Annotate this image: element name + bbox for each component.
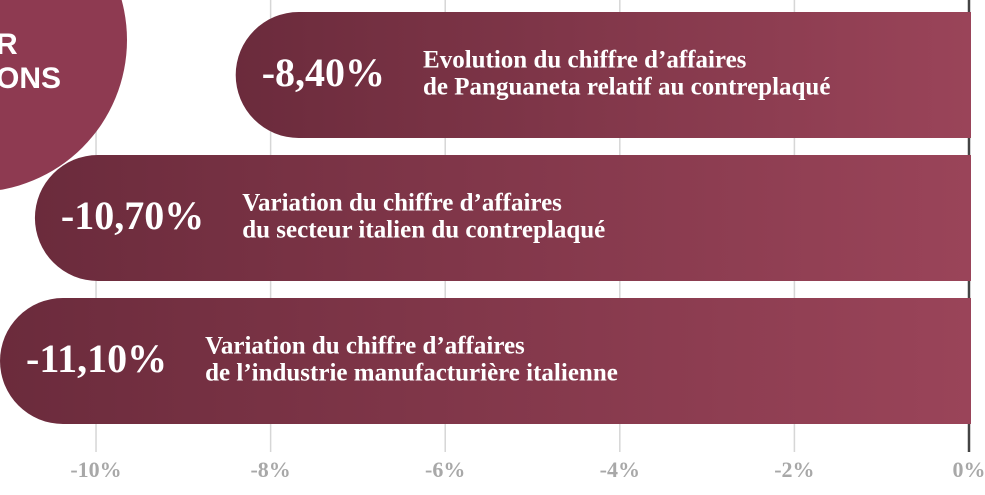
x-tick-label: -8% xyxy=(250,457,290,482)
category-label: de Panguaneta relatif au contreplaqué xyxy=(423,74,830,101)
x-tick-label: 0% xyxy=(953,457,985,482)
badge-circle xyxy=(0,0,127,190)
category-label: de l’industrie manufacturière italienne xyxy=(205,360,618,387)
category-label: du secteur italien du contreplaqué xyxy=(242,217,605,244)
x-tick-label: -6% xyxy=(425,457,465,482)
badge-text: ONS xyxy=(0,62,61,95)
badge-text: R xyxy=(0,28,18,61)
x-tick-label: -10% xyxy=(70,457,121,482)
category-label: Variation du chiffre d’affaires xyxy=(205,333,525,360)
x-tick-label: -4% xyxy=(600,457,640,482)
x-tick-label: -2% xyxy=(774,457,814,482)
bar xyxy=(34,155,971,281)
value-label: -11,10% xyxy=(26,336,167,381)
value-label: -8,40% xyxy=(262,50,385,95)
bars: -8,40% Evolution du chiffre d’affairesde … xyxy=(0,12,972,424)
category-label: Evolution du chiffre d’affaires xyxy=(423,47,747,74)
value-label: -10,70% xyxy=(61,193,204,238)
bar xyxy=(0,298,971,424)
category-label: Variation du chiffre d’affaires xyxy=(242,190,562,217)
bar xyxy=(235,12,972,138)
